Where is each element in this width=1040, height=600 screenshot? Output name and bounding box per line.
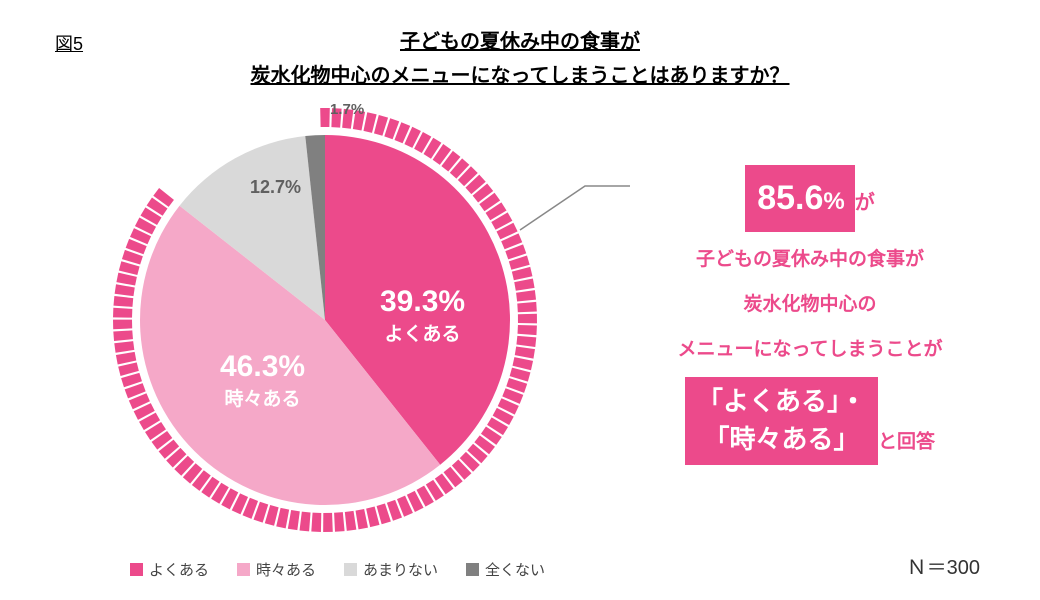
legend-swatch xyxy=(344,563,357,576)
legend-item: あまりない xyxy=(344,559,438,580)
legend-swatch xyxy=(237,563,250,576)
callout-body-1: 子どもの夏休み中の食事が xyxy=(610,242,1010,277)
highlight-number: 85.6 xyxy=(757,179,823,217)
answer-line-1: 「よくある」・ xyxy=(697,386,866,416)
answer-box: 「よくある」・ 「時々ある」 xyxy=(685,377,878,464)
legend-swatch xyxy=(466,563,479,576)
legend-label: よくある xyxy=(149,559,209,580)
legend-item: よくある xyxy=(130,559,209,580)
highlight-percent: % xyxy=(823,188,844,215)
highlight-suffix: が xyxy=(855,192,875,214)
callout-body-3: メニューになってしまうことが xyxy=(610,332,1010,367)
callout-panel: 85.6% が 子どもの夏休み中の食事が 炭水化物中心の メニューになってしまう… xyxy=(610,165,1010,465)
legend-label: 時々ある xyxy=(256,559,316,580)
sample-size: Ｎ＝300 xyxy=(907,551,980,580)
legend: よくある 時々ある あまりない 全くない xyxy=(130,559,545,580)
highlight-value-box: 85.6% xyxy=(745,165,855,232)
legend-label: あまりない xyxy=(363,559,438,580)
legend-label: 全くない xyxy=(485,559,545,580)
answer-line-2: 「時々ある」 xyxy=(703,424,859,454)
legend-item: 全くない xyxy=(466,559,545,580)
answer-suffix: と回答 xyxy=(878,432,935,453)
legend-swatch xyxy=(130,563,143,576)
callout-body-2: 炭水化物中心の xyxy=(610,287,1010,322)
legend-item: 時々ある xyxy=(237,559,316,580)
